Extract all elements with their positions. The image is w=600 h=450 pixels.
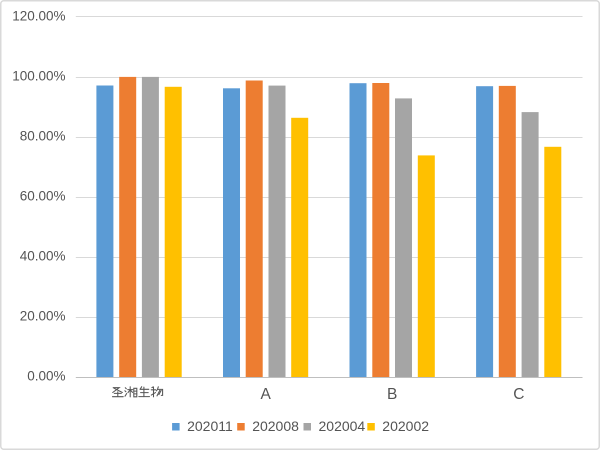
svg-text:B: B xyxy=(387,386,397,403)
svg-text:40.00%: 40.00% xyxy=(20,249,66,264)
svg-text:120.00%: 120.00% xyxy=(12,8,65,23)
svg-text:A: A xyxy=(261,386,272,403)
svg-text:60.00%: 60.00% xyxy=(20,189,66,204)
svg-text:C: C xyxy=(513,386,524,403)
svg-text:100.00%: 100.00% xyxy=(12,68,65,83)
svg-text:202002: 202002 xyxy=(382,418,429,434)
svg-text:0.00%: 0.00% xyxy=(27,369,65,384)
svg-text:20.00%: 20.00% xyxy=(20,309,66,324)
svg-text:80.00%: 80.00% xyxy=(20,128,66,143)
svg-text:202008: 202008 xyxy=(252,418,299,434)
svg-text:202004: 202004 xyxy=(319,418,366,434)
svg-text:202011: 202011 xyxy=(187,418,233,434)
